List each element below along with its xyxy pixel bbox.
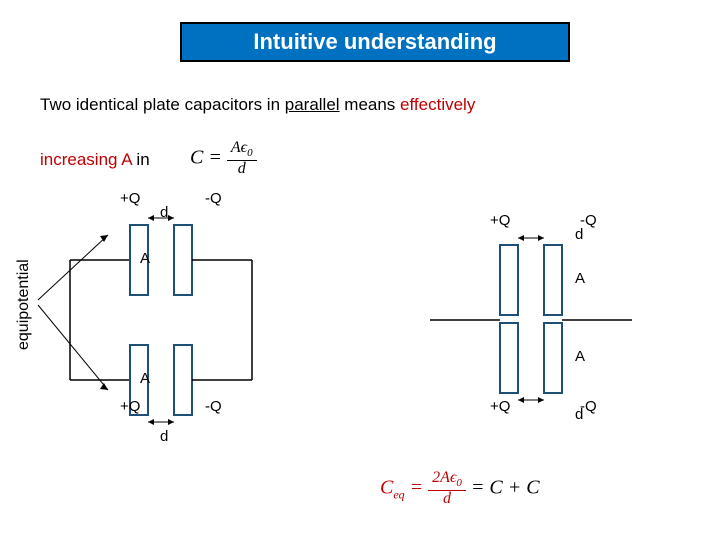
left-bot-A: A	[140, 370, 150, 387]
left-top-plusQ: +Q	[120, 190, 140, 207]
ceq-lhs: C	[380, 476, 393, 498]
formula-sub0: 0	[247, 147, 253, 159]
ceq-den: d	[428, 491, 466, 508]
description-line-2: increasing A in	[40, 150, 150, 170]
right-top-A: A	[575, 270, 585, 287]
ceq-num: 2Aϵ	[432, 469, 456, 486]
ceq-sub: eq	[393, 487, 404, 501]
formula-den: d	[227, 161, 257, 178]
right-diagram	[400, 190, 700, 450]
description-line-1: Two identical plate capacitors in parall…	[40, 95, 475, 115]
formula-capacitance: C = Aϵ0 d	[190, 140, 257, 178]
desc1-post: means	[340, 95, 400, 114]
formula-lhs: C	[190, 146, 203, 168]
left-top-d: d	[160, 204, 168, 221]
page-title: Intuitive understanding	[253, 29, 496, 55]
desc1-red: effectively	[400, 95, 475, 114]
desc1-ul: parallel	[285, 95, 340, 114]
desc2-post: in	[132, 150, 150, 169]
left-bot-plusQ: +Q	[120, 398, 140, 415]
right-top-d: d	[575, 226, 583, 243]
right-top-plusQ: +Q	[490, 212, 510, 229]
left-diagram	[30, 190, 330, 450]
left-bot-d: d	[160, 428, 168, 445]
ceq-rhs: C + C	[489, 476, 539, 498]
desc1-pre: Two identical plate capacitors in	[40, 95, 285, 114]
left-bot-minusQ: -Q	[205, 398, 222, 415]
formula-num: Aϵ	[231, 139, 247, 156]
desc2-red: increasing A	[40, 150, 132, 169]
ceq-sub0: 0	[456, 477, 462, 489]
left-top-A: A	[140, 250, 150, 267]
formula-fraction: Aϵ0 d	[227, 140, 257, 178]
right-bot-plusQ: +Q	[490, 398, 510, 415]
right-bot-d: d	[575, 406, 583, 423]
formula-equivalent: Ceq = 2Aϵ0 d = C + C	[380, 470, 540, 508]
left-top-minusQ: -Q	[205, 190, 222, 207]
title-bar: Intuitive understanding	[180, 22, 570, 62]
ceq-fraction: 2Aϵ0 d	[428, 470, 466, 508]
right-bot-A: A	[575, 348, 585, 365]
